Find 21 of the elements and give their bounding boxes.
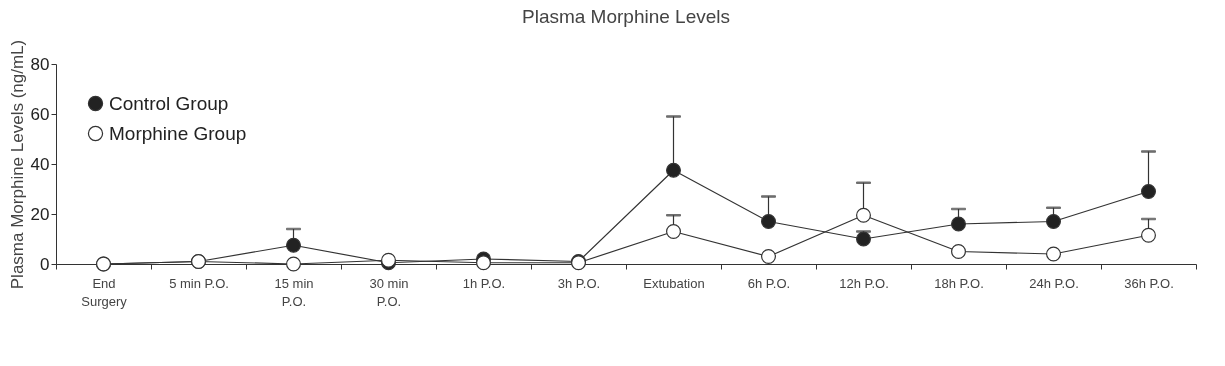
x-tick-label: 12h P.O. (839, 275, 889, 291)
x-tick-label: 18h P.O. (934, 275, 984, 291)
x-tick-label: 24h P.O. (1029, 275, 1079, 291)
y-tick-label: 40 (30, 154, 50, 174)
x-tick-label: 3h P.O. (557, 275, 601, 291)
y-tick-label: 0 (40, 254, 50, 274)
y-axis-title: Plasma Morphine Levels (ng/mL) (7, 39, 27, 290)
x-tick-label: 6h P.O. (747, 275, 791, 291)
y-tick-label: 20 (30, 204, 50, 224)
legend-label: Control Group (109, 92, 229, 114)
x-tick-label: 36h P.O. (1124, 275, 1174, 291)
legend-label: Morphine Group (109, 122, 247, 144)
x-tick-label: 1h P.O. (462, 275, 506, 291)
x-tick-label: End Surgery (81, 275, 128, 309)
y-tick-label: 80 (30, 54, 50, 74)
x-tick-label: 5 min P.O. (169, 275, 229, 291)
y-tick-label: 60 (30, 104, 50, 124)
x-tick-label: Extubation (643, 275, 705, 291)
x-tick-label: 15 min P.O. (274, 275, 314, 309)
chart-title: Plasma Morphine Levels (521, 6, 731, 28)
x-tick-label: 30 min P.O. (369, 275, 409, 309)
